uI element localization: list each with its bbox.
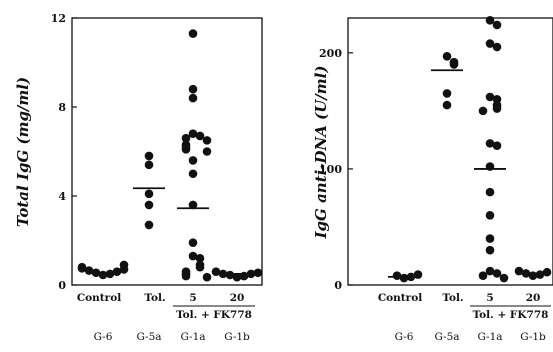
y-tick-label: 12	[51, 12, 66, 25]
anti-dna-panel: IgG anti-DNA (U/ml) 0 100 200 Control Tol. 5 20…	[312, 16, 553, 343]
data-point	[485, 39, 495, 48]
data-point	[492, 20, 502, 30]
y-axis-label: IgG anti-DNA (U/ml)	[312, 66, 330, 240]
data-point	[253, 268, 263, 278]
y-axis-label: Total IgG (mg/ml)	[14, 77, 32, 227]
data-point	[188, 251, 198, 261]
treatment-label: Tol. + FK778	[176, 309, 252, 321]
data-point	[485, 16, 495, 25]
group-label: G-1a	[477, 331, 502, 343]
y-tick-label: 100	[319, 163, 342, 176]
data-point	[478, 271, 488, 281]
data-point	[492, 42, 502, 52]
data-point	[485, 139, 495, 148]
data-point	[442, 100, 452, 110]
data-point	[119, 260, 129, 270]
y-tick-label: 4	[58, 190, 66, 203]
category-label: Control	[77, 292, 121, 304]
data-point	[492, 269, 502, 278]
data-point	[188, 84, 198, 94]
plot-frame	[347, 17, 553, 286]
data-point	[188, 93, 198, 103]
data-point	[485, 92, 495, 102]
group-label: G-1b	[520, 331, 546, 343]
data-point	[195, 253, 205, 263]
treatment-label: Tol. + FK778	[473, 309, 549, 321]
group-label: G-5a	[434, 331, 459, 343]
data-point	[144, 200, 154, 210]
data-point	[485, 211, 495, 220]
data-point	[492, 141, 502, 150]
data-point	[202, 272, 212, 282]
data-point	[485, 234, 495, 243]
data-point	[181, 271, 191, 281]
group-label: G-6	[94, 331, 113, 343]
category-label: 5	[486, 292, 493, 304]
data-point	[499, 273, 509, 283]
data-point	[188, 129, 198, 138]
group-label: G-1a	[180, 331, 205, 343]
data-point	[449, 60, 459, 69]
data-point	[485, 245, 495, 255]
data-point	[202, 136, 212, 145]
data-point	[535, 270, 545, 279]
data-point	[478, 106, 488, 116]
data-point	[105, 269, 115, 279]
data-point	[442, 89, 452, 98]
y-tick-label: 0	[58, 279, 66, 292]
group-label: G-5a	[136, 331, 161, 343]
data-point	[195, 262, 205, 272]
data-point	[112, 267, 122, 276]
data-point	[77, 262, 87, 272]
data-point	[188, 29, 198, 38]
category-label: Control	[378, 292, 422, 304]
data-point	[188, 156, 198, 165]
total-igg-panel: Total IgG (mg/ml) 0 4 8 12 Control Tol. 5 20 Tol.…	[14, 12, 263, 343]
data-point	[144, 151, 154, 161]
data-point	[181, 144, 191, 154]
data-point	[188, 169, 198, 179]
data-point	[232, 272, 242, 282]
category-label: 5	[189, 292, 196, 304]
data-point	[195, 131, 205, 141]
plot-frame	[71, 17, 263, 286]
data-point	[188, 200, 198, 210]
data-point	[202, 147, 212, 156]
category-label: Tol.	[144, 292, 165, 304]
data-point	[442, 52, 452, 61]
data-point	[225, 270, 235, 280]
category-label: 20	[526, 292, 541, 304]
data-point	[211, 267, 221, 276]
data-point	[144, 160, 154, 170]
group-label: G-1b	[224, 331, 250, 343]
category-label: Tol.	[442, 292, 463, 304]
data-point	[485, 266, 495, 276]
data-point	[181, 133, 191, 143]
data-point	[399, 273, 409, 283]
data-point	[188, 238, 198, 248]
y-tick-label: 8	[58, 101, 66, 114]
data-point	[542, 267, 552, 277]
y-tick-label: 0	[334, 279, 342, 292]
data-point	[144, 220, 154, 230]
category-label: 20	[230, 292, 245, 304]
data-point	[485, 187, 495, 197]
data-point	[392, 271, 402, 281]
data-point	[492, 104, 502, 113]
y-tick-label: 200	[319, 47, 342, 60]
group-label: G-6	[395, 331, 414, 343]
data-point	[144, 189, 154, 199]
